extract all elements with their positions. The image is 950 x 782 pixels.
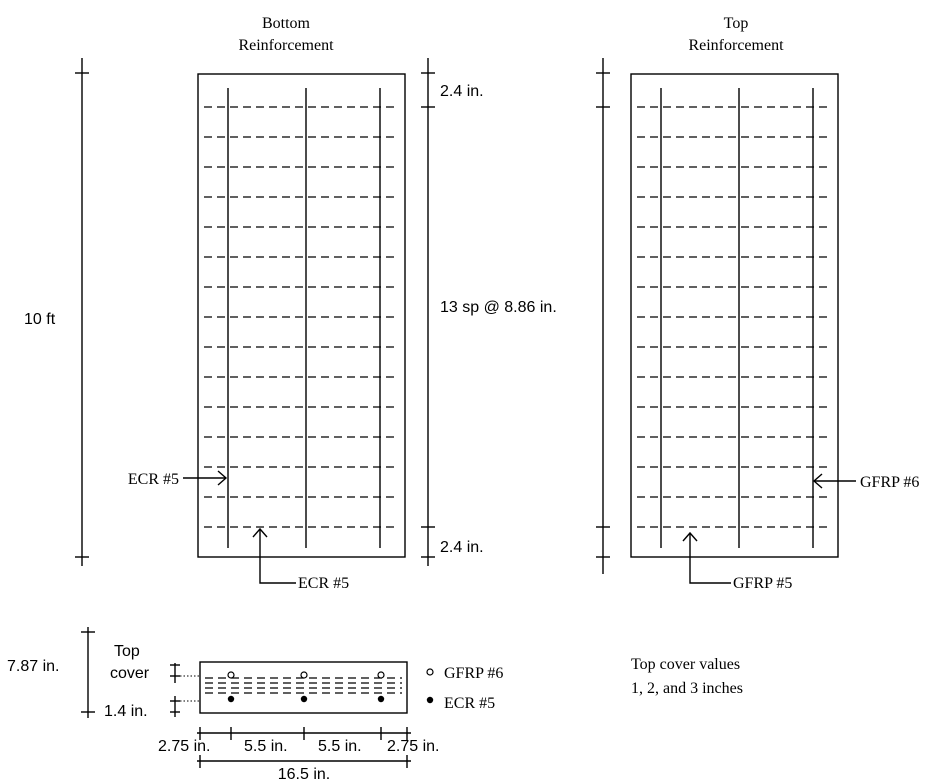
top-transverse-bar-label: GFRP #5 [733, 575, 792, 592]
top-longitudinal-bars [660, 88, 814, 548]
note-line1: Top cover values [631, 656, 740, 673]
gfrp6-bar-icon [300, 671, 308, 679]
ecr5-bar-icon [227, 695, 235, 703]
top-cover-label-line1: Top [114, 643, 140, 660]
ecr5-longitudinal-arrow [183, 470, 228, 486]
end-spacing-top-label: 2.4 in. [440, 83, 484, 100]
top-transverse-bars [637, 106, 832, 528]
gfrp6-bar-icon [377, 671, 385, 679]
top-cover-label-line2: cover [110, 665, 150, 682]
section-width-label: 16.5 in. [278, 766, 330, 782]
spacing-label-1: 2.75 in. [158, 738, 210, 755]
ecr5-bar-icon [377, 695, 385, 703]
end-spacing-bottom-label: 2.4 in. [440, 539, 484, 556]
filled-circle-legend-icon [426, 696, 434, 704]
length-dimension [75, 58, 89, 566]
bottom-longitudinal-bar-label: ECR #5 [128, 471, 179, 488]
length-label: 10 ft [24, 311, 56, 328]
section-spacing-dimension [197, 727, 411, 740]
section-outline [199, 661, 408, 714]
spacing-label-4: 2.75 in. [387, 738, 439, 755]
cover-dimension-ticks [170, 663, 200, 717]
section-depth-dimension [81, 627, 95, 718]
gfrp6-bar-icon [227, 671, 235, 679]
spacing-dimension [421, 58, 435, 566]
top-panel-outline [630, 73, 839, 558]
bottom-longitudinal-bars [227, 88, 381, 548]
bottom-panel-title-line1: Bottom [262, 15, 311, 32]
legend-ecr5-label: ECR #5 [444, 695, 495, 712]
bottom-panel-outline [197, 73, 406, 558]
section-depth-label: 7.87 in. [7, 658, 59, 675]
note-line2: 1, 2, and 3 inches [631, 680, 743, 697]
gfrp5-transverse-leader [682, 531, 731, 584]
middle-spacing-label: 13 sp @ 8.86 in. [440, 299, 557, 316]
spacing-label-2: 5.5 in. [244, 738, 288, 755]
top-panel-title-line1: Top [724, 15, 749, 32]
section-width-dimension [197, 755, 411, 768]
section-bars [205, 671, 402, 703]
spacing-label-3: 5.5 in. [318, 738, 362, 755]
gfrp6-longitudinal-arrow [812, 473, 856, 489]
bottom-transverse-bar-label: ECR #5 [298, 575, 349, 592]
bottom-cover-label: 1.4 in. [104, 703, 148, 720]
bottom-transverse-bars [204, 106, 399, 528]
ecr5-transverse-leader [252, 527, 296, 584]
open-circle-legend-icon [426, 668, 434, 676]
bottom-panel-title-line2: Reinforcement [238, 37, 334, 54]
top-panel-dimension-ticks [596, 58, 610, 574]
legend-gfrp6-label: GFRP #6 [444, 665, 503, 682]
ecr5-bar-icon [300, 695, 308, 703]
top-panel-title-line2: Reinforcement [688, 37, 784, 54]
top-longitudinal-bar-label: GFRP #6 [860, 474, 919, 491]
